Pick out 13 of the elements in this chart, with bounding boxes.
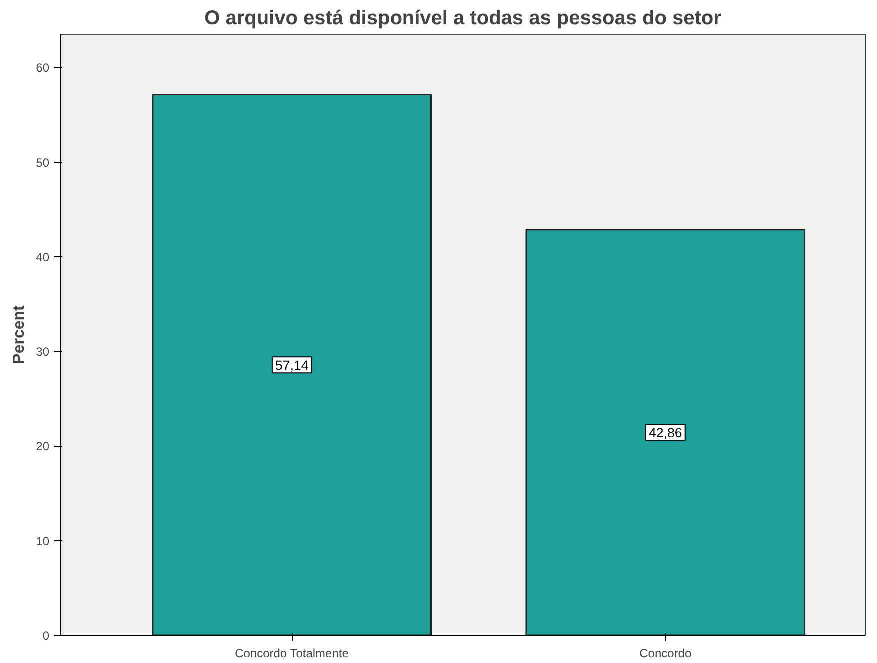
y-tick-label: 20 — [36, 440, 50, 454]
y-axis-title: Percent — [11, 304, 28, 364]
x-tick-label: Concordo — [640, 646, 692, 660]
data-label: 42,86 — [648, 426, 682, 441]
y-tick-label: 30 — [36, 345, 50, 360]
y-tick-label: 0 — [42, 629, 50, 643]
y-tick-label: 60 — [36, 61, 50, 76]
y-tick-label: 10 — [36, 534, 50, 548]
y-tick-label: 50 — [36, 156, 50, 170]
x-tick-label: Concordo Totalmente — [235, 646, 350, 660]
chart-title: O arquivo está disponível a todas as pessoas do setor — [204, 8, 722, 30]
data-label: 57,14 — [275, 358, 310, 374]
y-tick-label: 40 — [36, 250, 50, 264]
